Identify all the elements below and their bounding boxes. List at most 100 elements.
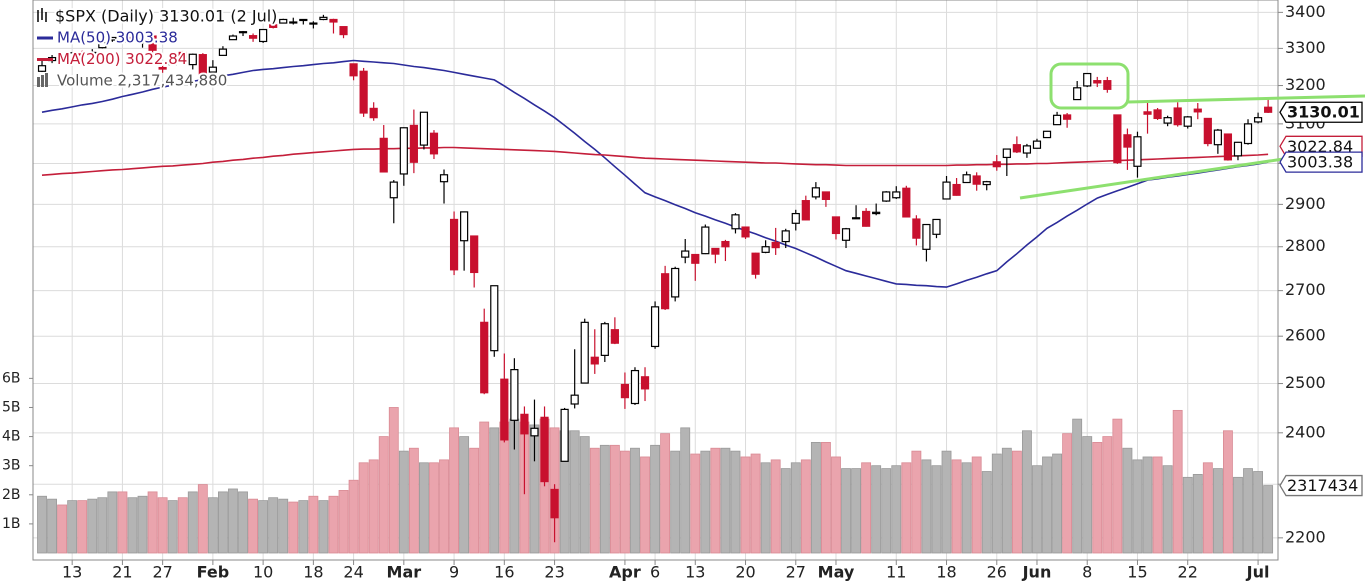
candle-body	[1223, 133, 1233, 161]
candle-body	[952, 183, 961, 196]
candle-body	[1063, 114, 1072, 120]
volume-bar	[740, 456, 751, 554]
candle-body	[98, 41, 107, 49]
legend-icon	[45, 73, 48, 87]
volume-bar	[841, 468, 851, 554]
candle-body	[238, 31, 248, 34]
y-tick-label: 2400	[1285, 422, 1326, 441]
tag-label: 3130.01	[1287, 103, 1360, 122]
candle-body	[761, 246, 770, 253]
volume-bar	[981, 471, 992, 554]
candle-body	[721, 240, 730, 248]
candle-body	[781, 230, 790, 243]
x-tick-label: 10	[253, 563, 273, 582]
candle-body	[1264, 106, 1273, 113]
x-tick-label: 26	[987, 563, 1007, 582]
volume-bar	[1032, 465, 1042, 554]
candle-body	[37, 65, 47, 72]
candle-body	[882, 191, 891, 202]
candle-body	[982, 181, 991, 186]
y2-tick-label: 4B	[2, 429, 21, 445]
volume-bar	[418, 462, 429, 554]
candle-body	[148, 35, 157, 51]
volume-bar	[117, 491, 128, 554]
candle-body	[902, 187, 911, 218]
volume-bar	[1233, 476, 1243, 554]
volume-bar	[328, 495, 339, 554]
candle-body	[1042, 130, 1052, 139]
candle-body	[1213, 129, 1222, 146]
x-tick-label: 16	[494, 563, 514, 582]
candle-body	[640, 376, 650, 390]
volume-bar	[388, 407, 399, 554]
candle-body	[279, 18, 288, 24]
candle-body	[711, 247, 720, 255]
x-tick-label: 9	[449, 563, 459, 582]
y-tick-label: 2700	[1285, 280, 1326, 299]
x-tick-label: 15	[1127, 563, 1147, 582]
candle-body	[269, 24, 278, 28]
volume-bar	[810, 441, 821, 554]
volume-bar	[1062, 433, 1073, 554]
volume-bar	[449, 427, 459, 554]
candle-body	[570, 394, 579, 405]
candle-body	[580, 321, 589, 384]
volume-bar	[1102, 436, 1113, 554]
ma-line	[41, 146, 1269, 176]
volume-bar	[831, 456, 841, 554]
volume-bar	[680, 427, 691, 554]
candle-body	[741, 226, 750, 238]
candle-body	[259, 28, 268, 43]
volume-bar	[278, 498, 289, 554]
candle-body	[490, 285, 499, 352]
highlight-box	[1049, 62, 1130, 110]
volume-bar	[901, 462, 912, 554]
volume-bar	[338, 490, 349, 554]
volume-bar	[700, 450, 711, 554]
candle-body	[510, 369, 519, 421]
volume-bar	[197, 484, 208, 554]
candle-body	[851, 217, 861, 220]
volume-bar	[911, 450, 922, 554]
legend-icon	[37, 77, 40, 87]
x-tick-label: 20	[735, 563, 755, 582]
candle-body	[208, 66, 217, 73]
candle-body	[530, 427, 539, 437]
volume-bar	[750, 453, 761, 554]
volume-bar	[851, 468, 861, 554]
tag-box	[1279, 474, 1363, 497]
volume-bar	[348, 479, 359, 554]
candle-body	[399, 127, 408, 175]
candle-body	[1183, 116, 1192, 127]
volume-bar	[439, 459, 449, 554]
candle-body	[460, 211, 469, 242]
candle-body	[419, 111, 429, 146]
value-tag: 3003.38	[1279, 151, 1363, 173]
volume-bar	[971, 456, 982, 554]
volume-bar	[1263, 485, 1274, 554]
volume-bar	[1042, 456, 1052, 554]
candle-body	[1193, 108, 1202, 113]
volume-bar	[1112, 418, 1123, 554]
volume-bar	[97, 497, 108, 554]
volume-bar	[1092, 441, 1103, 554]
x-tick-label: 11	[886, 563, 906, 582]
candle-body	[1253, 117, 1263, 123]
moving-averages	[41, 59, 1269, 288]
candle-body	[922, 223, 931, 250]
y2-tick-label: 1B	[2, 516, 21, 532]
volume-bar	[931, 465, 942, 554]
candle-body	[429, 132, 439, 155]
x-tick-label: 21	[112, 563, 132, 582]
candle-body	[912, 218, 921, 239]
candle-body	[831, 216, 841, 235]
candle-body	[942, 181, 951, 200]
volume-bar	[650, 444, 660, 554]
volume-bar	[660, 433, 671, 554]
candle-body	[500, 378, 509, 441]
candle-body	[650, 306, 660, 348]
volume-bar	[569, 430, 580, 554]
legend-label: Volume 2,317,434,880	[57, 72, 227, 90]
